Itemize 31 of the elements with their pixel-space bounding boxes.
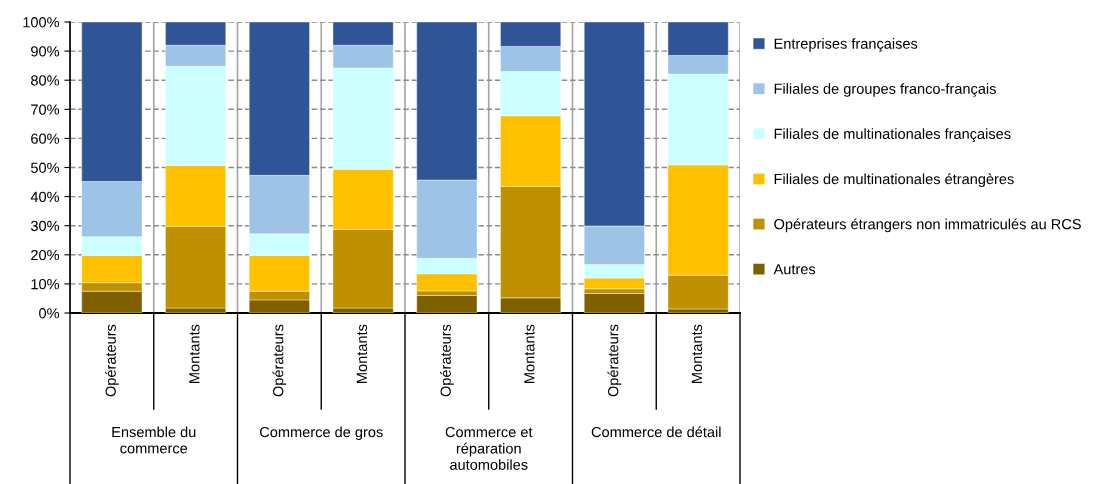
y-tick-label: 80% xyxy=(31,75,60,86)
legend-label: Filiales de multinationales françaises xyxy=(774,128,1011,142)
legend-label: Filiales de groupes franco-français xyxy=(774,83,996,97)
x-tick-label: Montants xyxy=(691,324,703,383)
text: Commerce de gros xyxy=(259,426,383,441)
bar xyxy=(584,293,645,313)
y-tick-label: 20% xyxy=(31,249,60,261)
legend-label: Entreprises françaises xyxy=(774,38,918,52)
y-tick-label: 70% xyxy=(31,104,60,115)
y-tick-label: 60% xyxy=(31,133,60,144)
bar xyxy=(416,295,478,313)
x-tick-label: Montants xyxy=(356,324,368,383)
y-tick-label: 40% xyxy=(30,191,60,203)
x-tick-label: Montants xyxy=(524,324,535,383)
y-tick-label: 30% xyxy=(30,220,60,232)
y-tick-label: 100% xyxy=(23,17,60,28)
legend-label: Filiales de multinationales étrangères xyxy=(774,173,1014,188)
x-tick-label: Opérateurs xyxy=(104,324,119,397)
y-tick-label: 0% xyxy=(39,308,60,319)
y-tick-label: 90% xyxy=(31,46,60,57)
legend-label: Autres xyxy=(773,264,816,275)
text: Commerce et réparation automobiles xyxy=(445,426,533,470)
text: Commerce de détail xyxy=(591,426,721,438)
x-tick-label: Opérateurs xyxy=(607,324,622,397)
y-tick-label: 10% xyxy=(31,279,60,290)
legend-label: Opérateurs étrangers non immatriculés au RCS xyxy=(774,218,1081,233)
x-tick-label: Opérateurs xyxy=(439,324,454,397)
y-tick-label: 50% xyxy=(30,162,60,173)
text: Ensemble du commerce xyxy=(112,426,196,454)
x-tick-label: Montants xyxy=(189,324,200,383)
x-tick-label: Opérateurs xyxy=(272,324,287,397)
